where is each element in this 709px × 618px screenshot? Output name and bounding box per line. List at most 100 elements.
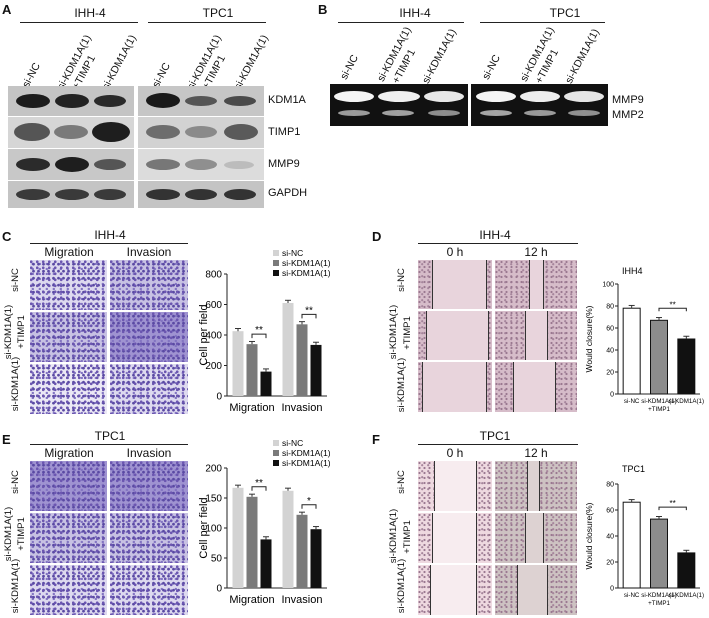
y-tick-label: 80 <box>606 482 614 489</box>
x-category-label: Invasion <box>282 594 323 606</box>
panel-c-row-nc: si-NC <box>10 268 21 292</box>
x-category-sublabel: +TIMP1 <box>648 406 670 413</box>
panel-b-lane-4: si-NC <box>480 52 503 82</box>
y-tick-label: 600 <box>205 300 222 311</box>
legend-swatch <box>273 450 279 456</box>
panel-e-row-kd: si-KDM1A(1) <box>10 558 21 614</box>
y-tick-label: 100 <box>205 524 222 535</box>
panel-e-img-rescue-invasion <box>110 513 188 563</box>
panel-e-col-migration: Migration <box>44 446 94 460</box>
panel-c-img-kd-migration <box>30 364 107 414</box>
panel-d-label: D <box>372 229 382 244</box>
bar <box>310 529 322 588</box>
panel-d-img-rescue-0h <box>418 311 492 360</box>
panel-d-col-0h: 0 h <box>446 245 464 259</box>
panel-f-row-rescue-b: +TIMP1 <box>402 520 413 554</box>
bar <box>260 539 272 588</box>
y-tick-label: 0 <box>610 392 614 399</box>
panel-a-blot-gapdh-ihh4 <box>8 181 134 208</box>
legend-label: si-KDM1A(1)+TIMP1 <box>282 258 330 268</box>
bar <box>232 487 244 588</box>
panel-c-col-invasion: Invasion <box>126 245 172 259</box>
panel-b-lane-6: si-KDM1A(1) <box>563 26 602 86</box>
legend-swatch <box>273 440 279 446</box>
bar <box>650 319 668 395</box>
panel-d-row-rescue: si-KDM1A(1) <box>388 304 399 360</box>
legend-label: si-KDM1A(1)+TIMP1 <box>282 448 330 458</box>
panel-e-row-nc: si-NC <box>10 470 21 494</box>
y-tick-label: 40 <box>606 348 614 355</box>
panel-b-band-mmp9: MMP9 <box>612 94 644 106</box>
x-category-label: si-KDM1A(1) <box>641 398 676 405</box>
panel-b-group-tpc1: TPC1 <box>549 6 581 20</box>
x-category-label: si-KDM1A(1) <box>669 592 704 599</box>
bar <box>677 338 696 395</box>
panel-e-img-kd-invasion <box>110 565 188 615</box>
significance-bracket <box>658 307 687 312</box>
panel-e-img-nc-invasion <box>110 461 188 511</box>
bar <box>622 307 641 395</box>
panel-a-blot-timp1-tpc1 <box>138 117 264 148</box>
y-tick-label: 80 <box>606 304 614 311</box>
x-category-label: Invasion <box>282 402 323 414</box>
panel-a-lane-3: si-KDM1A(1) <box>100 32 139 92</box>
panel-f-label: F <box>372 432 380 447</box>
panel-f-title: TPC1 <box>479 429 511 443</box>
bar <box>232 331 244 396</box>
panel-a-label: A <box>2 2 12 17</box>
panel-a-blot-kdm1a-ihh4 <box>8 86 134 116</box>
panel-f-col-0h: 0 h <box>446 446 464 460</box>
y-tick-label: 20 <box>606 370 614 377</box>
x-category-label: si-NC <box>624 592 640 599</box>
bar <box>622 501 641 589</box>
panel-e-title-line <box>30 444 188 445</box>
significance-bracket <box>658 506 687 511</box>
y-tick-label: 0 <box>216 392 222 403</box>
significance-bracket <box>251 486 267 491</box>
y-tick-label: 400 <box>205 331 222 342</box>
panel-f-img-nc-0h <box>418 461 492 511</box>
panel-f-row-kd: si-KDM1A(1) <box>396 558 407 614</box>
panel-a-blot-timp1-ihh4 <box>8 117 134 148</box>
panel-a-blot-mmp9-ihh4 <box>8 149 134 180</box>
panel-f-img-kd-12h <box>495 565 577 615</box>
bar <box>650 518 668 589</box>
panel-c-img-nc-migration <box>30 260 107 310</box>
y-tick-label: 800 <box>205 270 222 281</box>
panel-e-title: TPC1 <box>94 429 126 443</box>
panel-d-img-kd-12h <box>495 362 577 412</box>
panel-f-title-line <box>418 444 578 445</box>
bar <box>246 496 258 588</box>
panel-c-img-rescue-migration <box>30 312 107 362</box>
panel-a-lane-6: si-KDM1A(1) <box>232 32 271 92</box>
panel-f-img-kd-0h <box>418 565 492 615</box>
significance-mark: * <box>307 496 311 507</box>
panel-a-group-ihh4: IHH-4 <box>74 6 106 20</box>
panel-c-title-line <box>30 243 188 244</box>
panel-a-protein-timp1: TIMP1 <box>268 126 301 138</box>
panel-a-blot-kdm1a-tpc1 <box>138 86 264 116</box>
panel-f-row-nc: si-NC <box>396 470 407 494</box>
legend-swatch <box>273 270 279 276</box>
panel-d-img-kd-0h <box>418 362 492 412</box>
panel-e-row-rescue-b: +TIMP1 <box>16 517 27 551</box>
y-tick-label: 60 <box>606 508 614 515</box>
y-tick-label: 20 <box>606 560 614 567</box>
bar <box>296 514 308 588</box>
bar <box>282 302 294 396</box>
x-category-label: Migration <box>229 594 274 606</box>
panel-c-img-nc-invasion <box>110 260 188 310</box>
bar <box>282 490 294 588</box>
bar <box>677 552 696 589</box>
panel-c-row-kd: si-KDM1A(1) <box>10 356 21 412</box>
y-axis-label: Cell per field <box>198 304 210 365</box>
panel-a-blot-mmp9-tpc1 <box>138 149 264 180</box>
panel-a-blot-gapdh-tpc1 <box>138 181 264 208</box>
panel-d-img-nc-0h <box>418 260 492 309</box>
panel-a-group-line-1 <box>20 22 138 23</box>
legend-swatch <box>273 460 279 466</box>
significance-bracket <box>301 504 317 509</box>
legend-swatch <box>273 260 279 266</box>
significance-mark: ** <box>255 478 263 489</box>
